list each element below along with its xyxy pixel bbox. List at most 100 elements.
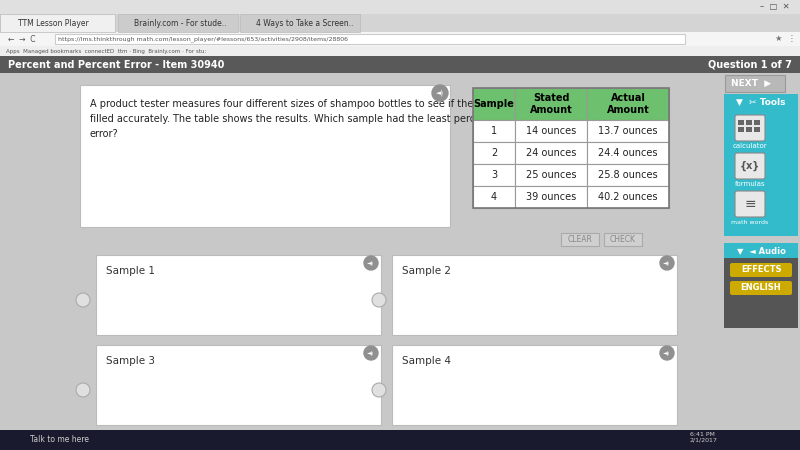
Bar <box>392 345 677 425</box>
Text: Brainly.com - For stude..: Brainly.com - For stude.. <box>134 18 226 27</box>
Bar <box>746 120 752 125</box>
Circle shape <box>660 346 674 360</box>
Text: formulas: formulas <box>734 181 766 187</box>
Bar <box>754 127 760 132</box>
Text: 4: 4 <box>491 192 497 202</box>
Bar <box>725 75 785 92</box>
Bar <box>0 32 800 46</box>
FancyBboxPatch shape <box>730 263 792 277</box>
Text: 4 Ways to Take a Screen..: 4 Ways to Take a Screen.. <box>256 18 354 27</box>
Circle shape <box>372 383 386 397</box>
Bar <box>604 233 642 246</box>
Text: ◄): ◄) <box>663 261 670 265</box>
Circle shape <box>364 346 378 360</box>
Bar <box>0 14 115 32</box>
Bar <box>515 120 587 142</box>
Bar <box>754 120 760 125</box>
Text: calculator: calculator <box>733 143 767 149</box>
Bar <box>724 243 798 258</box>
Text: math words: math words <box>731 220 769 225</box>
Bar <box>240 14 360 32</box>
Text: 39 ounces: 39 ounces <box>526 192 576 202</box>
Bar <box>96 345 381 425</box>
Bar <box>587 164 669 186</box>
Text: 2: 2 <box>491 148 497 158</box>
Circle shape <box>76 383 90 397</box>
FancyBboxPatch shape <box>730 281 792 295</box>
Bar <box>0 56 800 73</box>
Bar <box>746 127 752 132</box>
Text: https://lms.thinkthrough math.com/lesson_player/#lessons/653/activities/2908/ite: https://lms.thinkthrough math.com/lesson… <box>58 36 348 42</box>
Text: NEXT  ▶: NEXT ▶ <box>731 79 771 88</box>
Text: Question 1 of 7: Question 1 of 7 <box>708 59 792 69</box>
Text: ◄): ◄) <box>436 90 444 96</box>
Text: –  □  ✕: – □ ✕ <box>760 3 790 12</box>
Bar <box>118 14 238 32</box>
Circle shape <box>372 293 386 307</box>
Text: 1: 1 <box>491 126 497 136</box>
Text: 3: 3 <box>491 170 497 180</box>
Bar <box>55 34 685 44</box>
Text: 24 ounces: 24 ounces <box>526 148 576 158</box>
Text: Sample 1: Sample 1 <box>106 266 155 276</box>
Text: EFFECTS: EFFECTS <box>741 266 782 274</box>
Text: Stated
Amount: Stated Amount <box>530 93 572 115</box>
Text: Apps  Managed bookmarks  connectED  ttm · Bing  Brainly.com · For stu:: Apps Managed bookmarks connectED ttm · B… <box>6 49 206 54</box>
Text: Sample: Sample <box>474 99 514 109</box>
Text: CHECK: CHECK <box>610 235 636 244</box>
Bar <box>515 142 587 164</box>
Bar <box>587 186 669 208</box>
Circle shape <box>364 256 378 270</box>
Text: A product tester measures four different sizes of shampoo bottles to see if they: A product tester measures four different… <box>90 99 498 139</box>
Text: ▼  ✂ Tools: ▼ ✂ Tools <box>736 98 786 107</box>
Bar <box>587 142 669 164</box>
Bar <box>561 233 599 246</box>
Text: ◄): ◄) <box>367 351 374 356</box>
Text: Sample 4: Sample 4 <box>402 356 451 366</box>
Bar <box>473 142 515 164</box>
Text: {x}: {x} <box>740 161 760 171</box>
Text: 24.4 ounces: 24.4 ounces <box>598 148 658 158</box>
Bar <box>515 164 587 186</box>
Bar <box>738 120 744 125</box>
Text: ENGLISH: ENGLISH <box>741 284 782 292</box>
Text: TTM Lesson Player: TTM Lesson Player <box>18 18 89 27</box>
Bar <box>0 14 800 34</box>
Bar <box>738 127 744 132</box>
Bar <box>587 88 669 120</box>
FancyBboxPatch shape <box>735 191 765 217</box>
Bar <box>473 88 669 208</box>
Text: 25.8 ounces: 25.8 ounces <box>598 170 658 180</box>
Bar <box>96 255 381 335</box>
Text: Percent and Percent Error - Item 30940: Percent and Percent Error - Item 30940 <box>8 59 224 69</box>
Text: 40.2 ounces: 40.2 ounces <box>598 192 658 202</box>
Bar <box>0 0 800 14</box>
Circle shape <box>76 293 90 307</box>
Text: ▼  ◄ Audio: ▼ ◄ Audio <box>737 246 786 255</box>
Bar <box>473 164 515 186</box>
Text: Actual
Amount: Actual Amount <box>606 93 650 115</box>
Text: 13.7 ounces: 13.7 ounces <box>598 126 658 136</box>
Bar <box>473 120 515 142</box>
Text: ◄): ◄) <box>367 261 374 265</box>
Circle shape <box>432 85 448 101</box>
Bar <box>724 258 798 328</box>
Text: 25 ounces: 25 ounces <box>526 170 576 180</box>
Bar <box>724 111 798 236</box>
Bar <box>0 73 800 450</box>
Text: 14 ounces: 14 ounces <box>526 126 576 136</box>
Text: ←  →  C: ← → C <box>8 35 35 44</box>
FancyBboxPatch shape <box>735 115 765 141</box>
Text: 6:41 PM
2/1/2017: 6:41 PM 2/1/2017 <box>690 432 718 442</box>
Text: ≡: ≡ <box>744 197 756 211</box>
FancyBboxPatch shape <box>735 153 765 179</box>
Text: Sample 3: Sample 3 <box>106 356 155 366</box>
Text: ★  ⋮: ★ ⋮ <box>775 35 796 44</box>
Bar <box>473 186 515 208</box>
Text: CLEAR: CLEAR <box>567 235 593 244</box>
Circle shape <box>660 256 674 270</box>
Bar <box>724 94 798 111</box>
Text: Sample 2: Sample 2 <box>402 266 451 276</box>
Bar <box>392 255 677 335</box>
Bar <box>0 430 800 450</box>
